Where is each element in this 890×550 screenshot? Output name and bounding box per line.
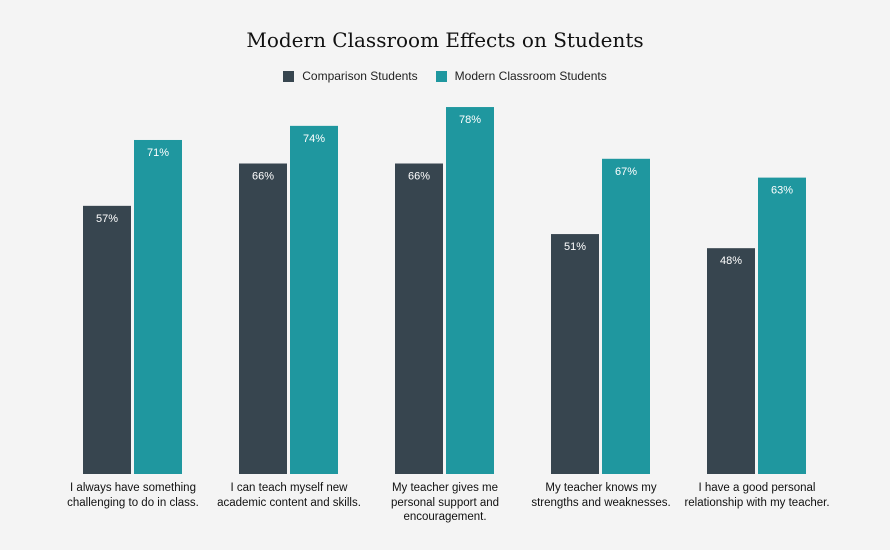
data-label: 48% [720, 255, 742, 267]
bar-comparison [395, 163, 443, 474]
bar-modern [758, 177, 806, 474]
category-label: My teacher knows my strengths and weakne… [531, 482, 671, 509]
data-label: 66% [252, 171, 274, 183]
bar-comparison [707, 248, 755, 474]
legend-item-modern: Modern Classroom Students [435, 69, 607, 83]
category-label: I have a good personal relationship with… [684, 482, 830, 509]
data-label: 74% [303, 133, 325, 145]
legend-swatch-comparison [283, 70, 295, 82]
bar-comparison [239, 163, 287, 474]
data-label: 67% [615, 166, 637, 178]
data-label: 57% [96, 213, 118, 225]
category-label: I can teach myself new academic content … [217, 482, 361, 509]
data-label: 51% [564, 241, 586, 253]
bar-comparison [551, 234, 599, 474]
data-label: 78% [459, 114, 481, 126]
bar-modern [446, 107, 494, 474]
legend-label-comparison: Comparison Students [302, 69, 418, 83]
legend: Comparison Students Modern Classroom Stu… [0, 69, 890, 83]
category-label: My teacher gives me personal support and… [390, 482, 500, 523]
category-label: I always have something challenging to d… [67, 482, 199, 509]
data-label: 71% [147, 147, 169, 159]
bar-modern [602, 158, 650, 474]
bar-comparison [83, 205, 131, 474]
legend-swatch-modern [435, 70, 447, 82]
bar-modern [134, 139, 182, 474]
data-label: 66% [408, 171, 430, 183]
legend-label-modern: Modern Classroom Students [454, 69, 607, 83]
legend-item-comparison: Comparison Students [283, 69, 418, 83]
data-label: 63% [771, 185, 793, 197]
bar-modern [290, 125, 338, 474]
chart-title: Modern Classroom Effects on Students [246, 28, 644, 52]
